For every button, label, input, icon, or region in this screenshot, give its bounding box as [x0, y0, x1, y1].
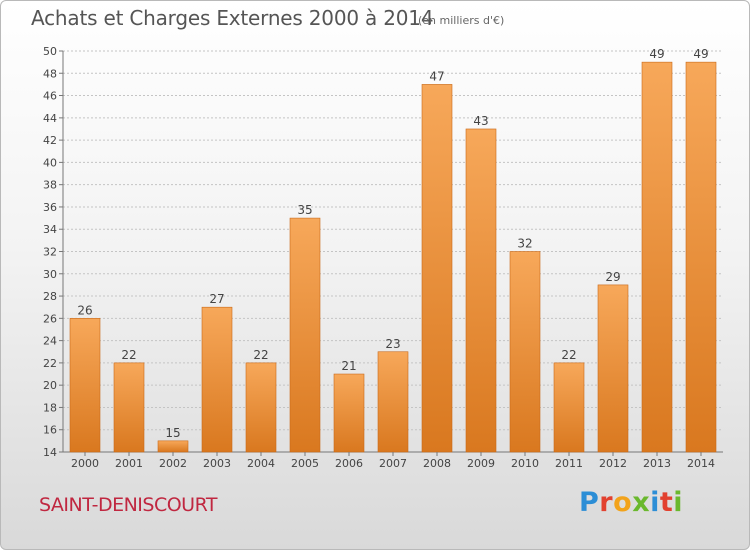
bar-value-label: 26 [77, 303, 92, 317]
x-tick-label: 2013 [643, 457, 671, 470]
y-tick-label: 26 [43, 312, 57, 325]
bar-value-label: 22 [253, 348, 268, 362]
logo-letter: i [673, 487, 684, 518]
y-tick-label: 34 [43, 223, 57, 236]
x-tick-label: 2003 [203, 457, 231, 470]
chart-subtitle: (en milliers d'€) [418, 14, 505, 27]
grid-lines [63, 50, 723, 453]
bar-value-label: 23 [385, 337, 400, 351]
x-axis: 2000 2001 2002 2003 2004 2005 2006 2007 2008 2009… [71, 452, 715, 470]
bar-2001 [113, 362, 145, 453]
bar-value-label: 22 [121, 348, 136, 362]
y-tick-label: 24 [43, 335, 57, 348]
x-tick-label: 2014 [687, 457, 715, 470]
y-tick-label: 40 [43, 156, 57, 169]
bar-value-label: 49 [693, 47, 708, 61]
bar-2013 [641, 61, 673, 453]
x-tick-label: 2012 [599, 457, 627, 470]
x-tick-label: 2010 [511, 457, 539, 470]
proxiti-logo[interactable]: Proxiti [579, 487, 683, 518]
x-tick-label: 2005 [291, 457, 319, 470]
logo-letter: i [650, 487, 660, 518]
logo-letter: x [632, 487, 651, 518]
logo-letter: o [613, 487, 633, 518]
bar-2007 [377, 351, 409, 453]
x-tick-label: 2006 [335, 457, 363, 470]
bar-value-label: 35 [297, 203, 312, 217]
bar-2000 [69, 318, 101, 453]
bar-value-label: 22 [561, 348, 576, 362]
y-tick-label: 36 [43, 201, 57, 214]
x-tick-label: 2000 [71, 457, 99, 470]
x-tick-label: 2002 [159, 457, 187, 470]
bar-2014 [685, 61, 717, 453]
commune-name: SAINT-DENISCOURT [39, 494, 218, 516]
logo-letter: P [579, 487, 600, 518]
y-tick-label: 48 [43, 67, 57, 80]
y-tick-label: 46 [43, 90, 57, 103]
bar-2006 [333, 373, 365, 453]
bar-value-label: 47 [429, 69, 444, 83]
logo-letter: t [659, 487, 674, 518]
bar-value-label: 27 [209, 292, 224, 306]
y-tick-label: 22 [43, 357, 57, 370]
x-tick-label: 2004 [247, 457, 275, 470]
bar-2009 [465, 128, 497, 453]
value-labels: 26 22 15 27 22 35 21 23 47 43 32 22 29 49 49 [77, 47, 708, 440]
x-tick-label: 2011 [555, 457, 583, 470]
y-tick-label: 14 [43, 446, 57, 459]
bar-2004 [245, 362, 277, 453]
y-tick-label: 42 [43, 134, 57, 147]
bar-2011 [553, 362, 585, 453]
x-tick-label: 2007 [379, 457, 407, 470]
y-tick-label: 30 [43, 268, 57, 281]
y-tick-label: 28 [43, 290, 57, 303]
bar-value-label: 43 [473, 114, 488, 128]
y-tick-label: 44 [43, 112, 57, 125]
y-tick-label: 38 [43, 179, 57, 192]
bar-2003 [201, 306, 233, 453]
y-tick-label: 18 [43, 401, 57, 414]
bar-2002 [157, 440, 189, 453]
bar-value-label: 29 [605, 270, 620, 284]
bar-2008 [421, 84, 453, 453]
y-tick-label: 16 [43, 424, 57, 437]
bar-value-label: 49 [649, 47, 664, 61]
chart-title: Achats et Charges Externes 2000 à 2014 [31, 6, 434, 30]
bar-value-label: 21 [341, 359, 356, 373]
y-tick-label: 20 [43, 379, 57, 392]
y-tick-label: 50 [43, 45, 57, 58]
bar-2005 [289, 217, 321, 453]
x-tick-label: 2008 [423, 457, 451, 470]
bar-2010 [509, 251, 541, 453]
bar-2012 [597, 284, 629, 453]
x-tick-label: 2001 [115, 457, 143, 470]
bars [69, 61, 717, 453]
logo-letter: r [599, 487, 614, 518]
y-tick-label: 32 [43, 246, 57, 259]
bar-value-label: 15 [165, 426, 180, 440]
bar-value-label: 32 [517, 237, 532, 251]
x-tick-label: 2009 [467, 457, 495, 470]
